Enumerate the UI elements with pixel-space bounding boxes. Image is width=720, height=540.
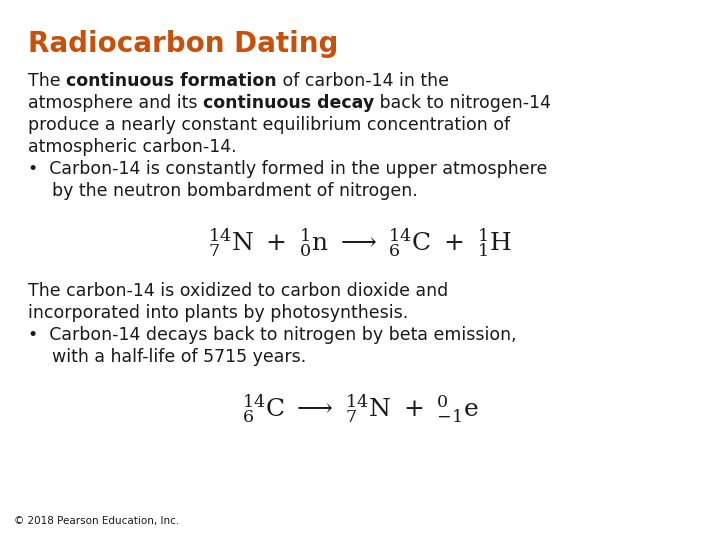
Text: Radiocarbon Dating: Radiocarbon Dating — [28, 30, 338, 58]
Text: incorporated into plants by photosynthesis.: incorporated into plants by photosynthes… — [28, 304, 408, 322]
Text: © 2018 Pearson Education, Inc.: © 2018 Pearson Education, Inc. — [14, 516, 179, 526]
Text: •  Carbon-14 decays back to nitrogen by beta emission,: • Carbon-14 decays back to nitrogen by b… — [28, 326, 517, 344]
Text: $\rm ^{14}_{7}N\ +\ ^{1}_{0}n\ \longrightarrow\ ^{14}_{6}C\ +\ ^{1}_{1}H$: $\rm ^{14}_{7}N\ +\ ^{1}_{0}n\ \longrigh… — [208, 227, 512, 260]
Text: with a half-life of 5715 years.: with a half-life of 5715 years. — [52, 348, 306, 366]
Text: •  Carbon-14 is constantly formed in the upper atmosphere: • Carbon-14 is constantly formed in the … — [28, 160, 547, 178]
Text: The: The — [28, 72, 66, 90]
Text: by the neutron bombardment of nitrogen.: by the neutron bombardment of nitrogen. — [52, 182, 418, 200]
Text: continuous formation: continuous formation — [66, 72, 276, 90]
Text: of carbon-14 in the: of carbon-14 in the — [276, 72, 449, 90]
Text: atmosphere and its: atmosphere and its — [28, 94, 203, 112]
Text: $\rm ^{14}_{6}C\ \longrightarrow\ ^{14}_{7}N\ +\ ^{0}_{-1}e$: $\rm ^{14}_{6}C\ \longrightarrow\ ^{14}_… — [242, 393, 478, 426]
Text: continuous decay: continuous decay — [203, 94, 374, 112]
Text: back to nitrogen-14: back to nitrogen-14 — [374, 94, 552, 112]
Text: atmospheric carbon-14.: atmospheric carbon-14. — [28, 138, 237, 156]
Text: The carbon-14 is oxidized to carbon dioxide and: The carbon-14 is oxidized to carbon diox… — [28, 282, 449, 300]
Text: produce a nearly constant equilibrium concentration of: produce a nearly constant equilibrium co… — [28, 116, 510, 134]
